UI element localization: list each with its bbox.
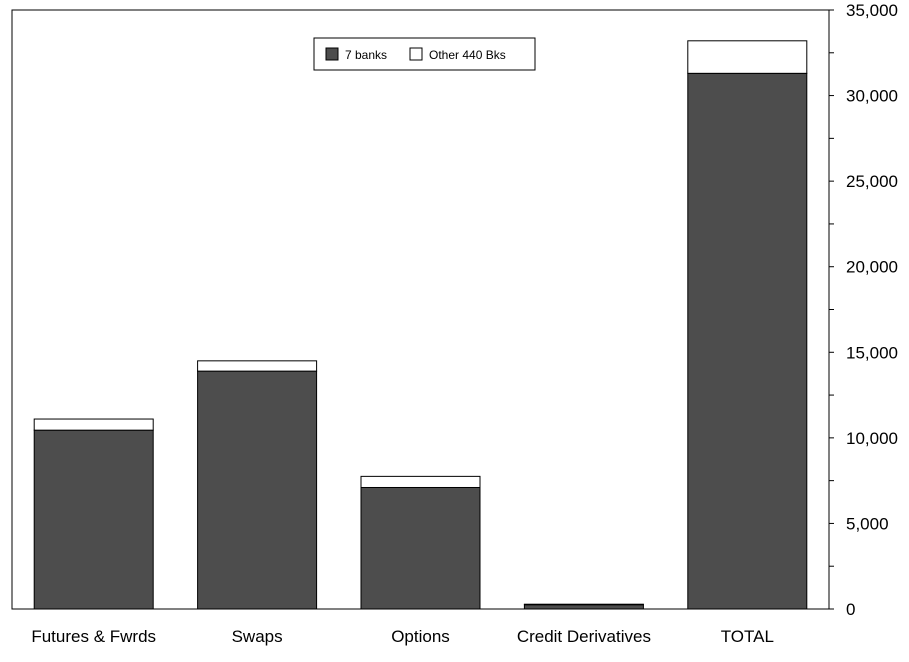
- x-category-label: Swaps: [232, 627, 283, 646]
- bar-seven-banks: [197, 370, 318, 610]
- y-axis: 0 5,000 10,000 15,000 20,000 25,000 30,000 35,0…: [829, 1, 898, 619]
- y-tick-label: 20,000: [846, 258, 898, 277]
- legend-swatch: [409, 47, 423, 61]
- x-axis: Futures & Fwrds Swaps Options Credit Deriva…: [31, 627, 774, 646]
- bar-other-banks: [523, 603, 644, 606]
- bar-seven-banks: [687, 72, 808, 610]
- y-tick-label: 30,000: [846, 87, 898, 106]
- bar-seven-banks: [33, 429, 154, 610]
- legend-label: Other 440 Bks: [429, 48, 506, 62]
- bar-other-banks: [687, 40, 808, 74]
- bar-seven-banks: [523, 604, 644, 610]
- y-tick-label: 25,000: [846, 172, 898, 191]
- bars-layer: [33, 40, 808, 610]
- legend: 7 banks Other 440 Bks: [313, 37, 536, 71]
- legend-box: [313, 37, 536, 71]
- y-tick-label: 5,000: [846, 514, 889, 533]
- bar-seven-banks: [360, 486, 481, 610]
- bar-other-banks: [360, 475, 481, 488]
- y-tick-label: 15,000: [846, 343, 898, 362]
- y-tick-label: 0: [846, 600, 855, 619]
- bar-other-banks: [33, 418, 154, 431]
- y-tick-label: 10,000: [846, 429, 898, 448]
- x-category-label: Credit Derivatives: [517, 627, 651, 646]
- x-category-label: Options: [391, 627, 450, 646]
- x-category-label: Futures & Fwrds: [31, 627, 156, 646]
- legend-swatch: [325, 47, 339, 61]
- legend-label: 7 banks: [345, 48, 387, 62]
- y-tick-label: 35,000: [846, 1, 898, 20]
- x-category-label: TOTAL: [721, 627, 774, 646]
- bar-other-banks: [197, 360, 318, 372]
